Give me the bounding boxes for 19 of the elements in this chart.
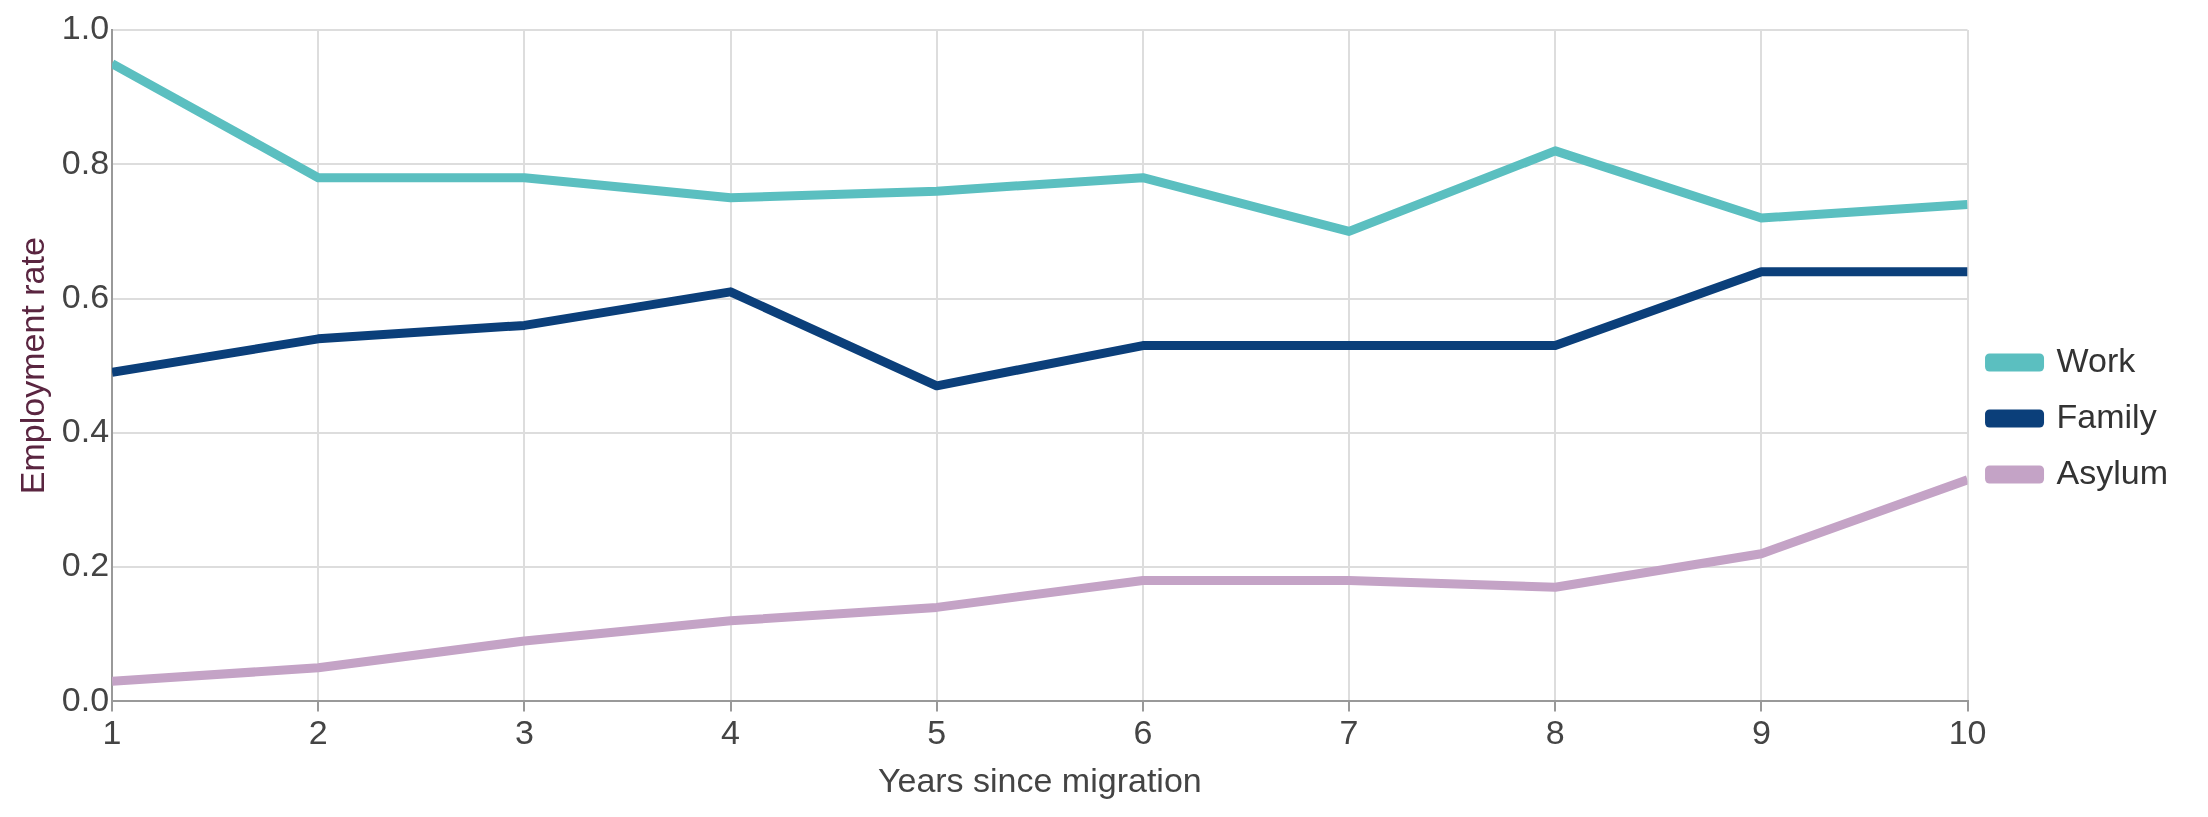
x-tick-label: 7 [1339, 713, 1359, 752]
y-axis-title: Employment rate [12, 237, 51, 495]
x-tick-label: 8 [1545, 713, 1565, 752]
x-tick-label: 10 [1948, 713, 1987, 752]
y-tick-label: 0.8 [61, 142, 110, 181]
x-tick-label: 2 [308, 713, 328, 752]
y-tick-label: 1.0 [61, 8, 110, 47]
legend-label: Family [2056, 396, 2157, 435]
x-tick-label: 4 [721, 713, 741, 752]
x-tick-label: 9 [1751, 713, 1771, 752]
y-tick-label: 0.4 [61, 411, 110, 450]
legend-label: Work [2056, 340, 2137, 379]
x-tick-label: 3 [514, 713, 534, 752]
x-tick-label: 5 [927, 713, 947, 752]
y-tick-label: 0.2 [61, 545, 110, 584]
x-axis-title: Years since migration [877, 760, 1202, 799]
legend-label: Asylum [2056, 452, 2169, 491]
y-tick-label: 0.6 [61, 276, 110, 315]
x-tick-label: 6 [1133, 713, 1153, 752]
